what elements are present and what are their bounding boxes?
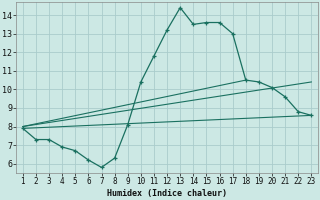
X-axis label: Humidex (Indice chaleur): Humidex (Indice chaleur)	[107, 189, 227, 198]
